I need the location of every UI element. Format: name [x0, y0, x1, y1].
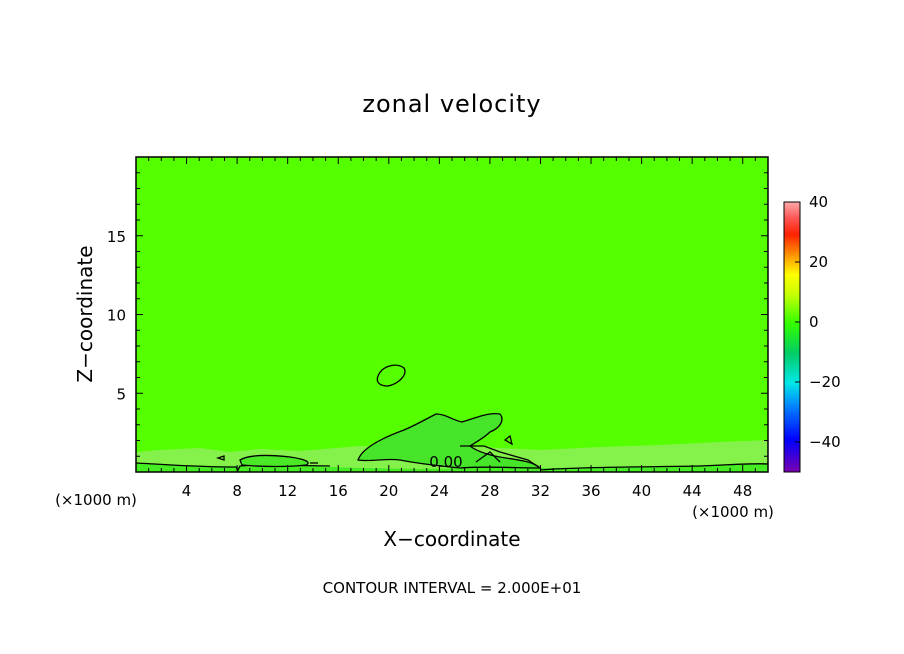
surface-layer: [136, 463, 768, 472]
y-axis: 5 10 15: [107, 172, 768, 457]
x-tick-label: 20: [379, 482, 398, 500]
x-tick-label: 16: [329, 482, 348, 500]
contour-label: 0.00: [429, 453, 462, 471]
x-tick-label: 48: [733, 482, 752, 500]
y-tick-label: 5: [116, 385, 126, 403]
y-axis-label: Z−coordinate: [73, 245, 97, 382]
z-unit-label: (×1000 m): [692, 503, 774, 521]
x-axis: 4 8 12 16 20 24 28 32 36 40 44 48: [148, 157, 756, 500]
x-tick-label: 36: [581, 482, 600, 500]
x-tick-label: 44: [683, 482, 702, 500]
y-tick-label: 15: [107, 228, 126, 246]
contour-lines: [135, 364, 769, 472]
contour-inner: [460, 434, 541, 469]
x-tick-label: 4: [182, 482, 192, 500]
contour-interval-text: CONTOUR INTERVAL = 2.000E+01: [323, 579, 582, 597]
contour-main: [357, 412, 542, 469]
contour-lens-left: [239, 454, 309, 468]
colorbar-tick-label: 0: [809, 313, 819, 331]
colorbar-tick-label: −20: [809, 373, 841, 391]
contour-blob-small: [215, 455, 225, 461]
chart-title: zonal velocity: [362, 90, 541, 118]
x-tick-label: 40: [632, 482, 651, 500]
x-tick-label: 32: [531, 482, 550, 500]
contour-bubble: [376, 364, 406, 387]
colorbar-tick-label: −40: [809, 433, 841, 451]
contour-surface: [135, 462, 769, 472]
colorbar: [783, 201, 801, 473]
x-tick-label: 28: [480, 482, 499, 500]
x-tick-label: 12: [278, 482, 297, 500]
y-tick-label: 10: [107, 307, 126, 325]
colorbar-tick-label: 40: [809, 193, 828, 211]
colorbar-ticks: 40 20 0 −20 −40: [795, 193, 841, 451]
x-unit-label: (×1000 m): [55, 491, 137, 509]
colorbar-tick-label: 20: [809, 253, 828, 271]
x-tick-label: 8: [232, 482, 242, 500]
x-axis-label: X−coordinate: [383, 527, 520, 551]
x-tick-label: 24: [430, 482, 449, 500]
